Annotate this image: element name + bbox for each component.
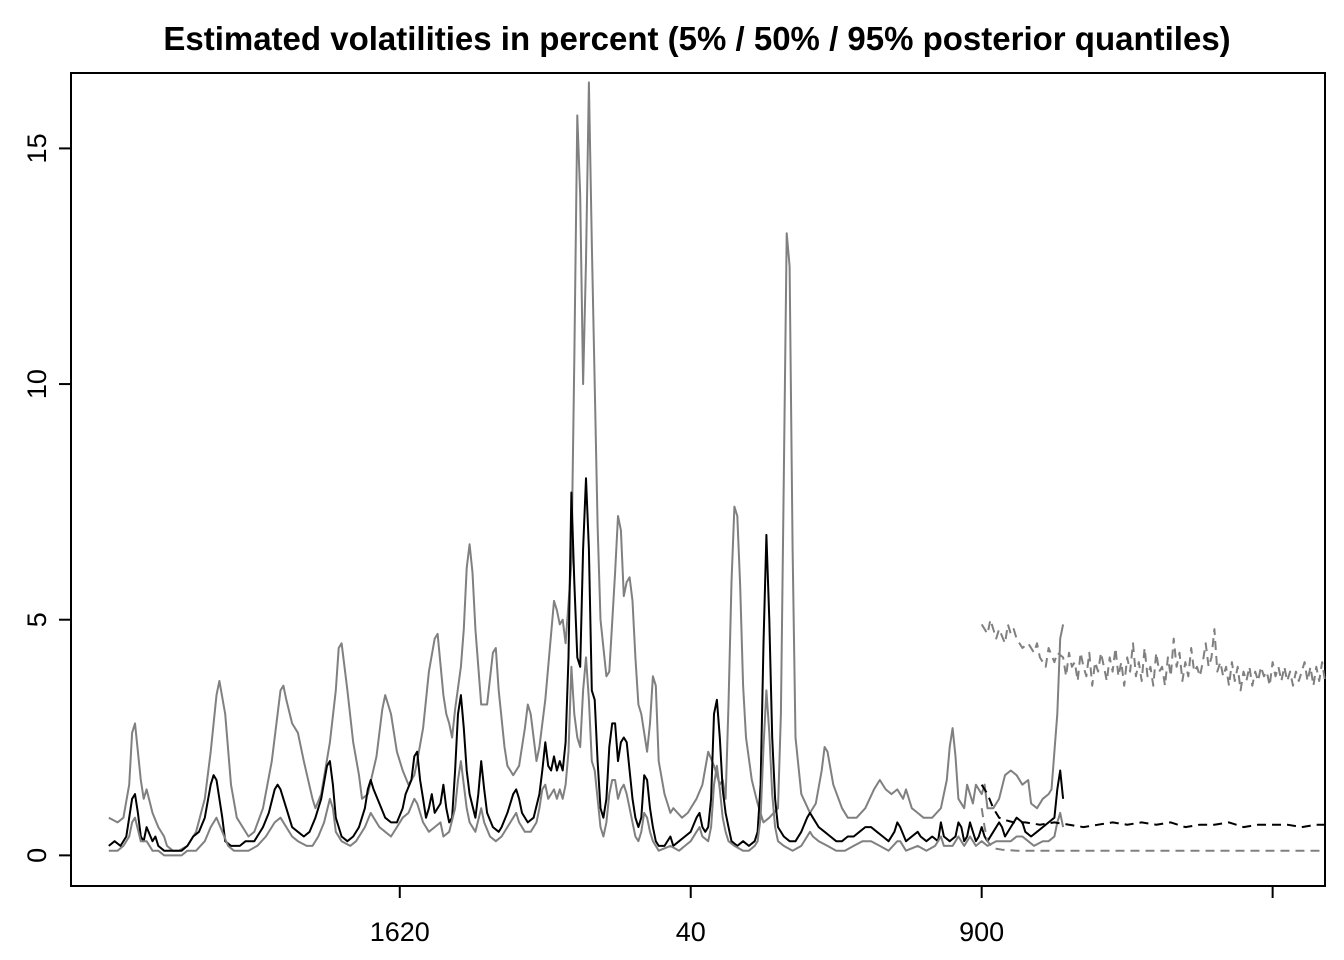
chart-title: Estimated volatilities in percent (5% / … xyxy=(163,20,1230,57)
y-tick-label: 5 xyxy=(22,612,52,627)
x-tick-label: 1620 xyxy=(370,917,430,947)
y-axis: 0 5 10 15 xyxy=(22,133,71,863)
x-tick-label: 900 xyxy=(959,917,1004,947)
series-line-q95-forecast xyxy=(980,618,1326,692)
y-tick-label: 10 xyxy=(22,369,52,399)
x-axis: 1620 40 900 xyxy=(370,886,1274,947)
series-line-q50-forecast xyxy=(980,784,1325,829)
y-tick-label: 0 xyxy=(22,848,52,863)
x-tick-label: 40 xyxy=(676,917,706,947)
series-line-q50 xyxy=(108,477,1065,852)
y-tick-label: 15 xyxy=(22,133,52,163)
plot-frame xyxy=(70,72,1326,887)
series-lines xyxy=(108,81,1326,857)
series-line-q05-forecast xyxy=(980,808,1325,852)
series-line-q05 xyxy=(108,656,1065,857)
series-line-q95 xyxy=(108,81,1065,852)
